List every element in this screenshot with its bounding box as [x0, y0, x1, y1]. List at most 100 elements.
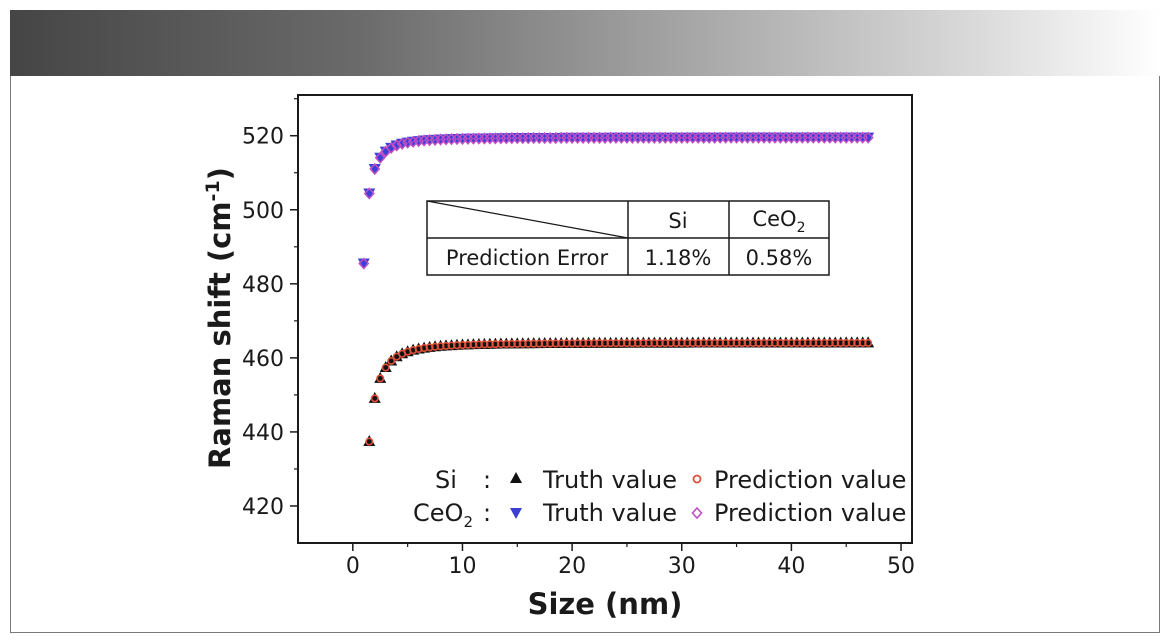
si-prediction-point	[447, 341, 456, 350]
si-prediction-point	[677, 339, 686, 348]
si-prediction-point	[617, 339, 626, 348]
si-prediction-point	[376, 374, 385, 383]
si-prediction-point	[694, 339, 703, 348]
si-prediction-point	[431, 342, 440, 351]
y-tick-label: 420	[242, 495, 284, 520]
x-axis-title: Size (nm)	[528, 587, 683, 621]
table-row-label: Prediction Error	[446, 246, 609, 270]
si-prediction-point	[655, 339, 664, 348]
legend-si-pred-label: Prediction value	[714, 466, 906, 494]
ceo2-prediction-point	[407, 135, 419, 148]
si-prediction-point	[710, 339, 719, 348]
table-ceo2-error: 0.58%	[746, 246, 813, 270]
si-prediction-point	[787, 338, 796, 347]
si-prediction-point	[847, 338, 856, 347]
si-prediction-point	[650, 339, 659, 348]
si-prediction-point	[842, 338, 851, 347]
si-prediction-point	[540, 339, 549, 348]
si-prediction-point	[633, 339, 642, 348]
si-prediction-point	[803, 338, 812, 347]
x-tick-label: 50	[887, 554, 915, 579]
si-prediction-point	[721, 339, 730, 348]
x-tick-label: 40	[777, 554, 805, 579]
si-prediction-point	[387, 356, 396, 365]
data-points	[357, 131, 875, 447]
si-prediction-point	[491, 340, 500, 349]
si-prediction-point	[606, 339, 615, 348]
ceo2-prediction-point	[402, 136, 414, 149]
si-prediction-point	[463, 340, 472, 349]
legend-ceo2-truth-marker	[510, 508, 522, 519]
legend-si-colon: :	[483, 466, 491, 494]
si-prediction-point	[557, 339, 566, 348]
si-prediction-point	[770, 338, 779, 347]
si-prediction-point	[743, 338, 752, 347]
si-prediction-point	[809, 338, 818, 347]
si-prediction-point	[568, 339, 577, 348]
plot-frame	[297, 94, 913, 544]
si-prediction-point	[535, 339, 544, 348]
y-tick-label: 520	[242, 125, 284, 150]
svg-text:Raman shift (cm-1): Raman shift (cm-1)	[202, 167, 237, 469]
si-prediction-point	[573, 339, 582, 348]
si-prediction-point	[502, 339, 511, 348]
si-prediction-point	[442, 341, 451, 350]
y-tick-label: 480	[242, 273, 284, 298]
si-prediction-point	[699, 339, 708, 348]
x-tick-label: 10	[448, 554, 476, 579]
si-prediction-point	[436, 342, 445, 351]
si-prediction-point	[458, 341, 467, 350]
si-prediction-point	[425, 343, 434, 352]
ceo2-prediction-point	[358, 257, 370, 270]
si-prediction-point	[485, 340, 494, 349]
si-prediction-point	[480, 340, 489, 349]
header-banner	[10, 10, 1160, 76]
si-prediction-point	[814, 338, 823, 347]
y-axis-title-main: Raman shift (cm	[203, 201, 237, 469]
y-tick-label: 440	[242, 421, 284, 446]
si-prediction-point	[820, 338, 829, 347]
table-header-ceo2-sub: 2	[797, 220, 806, 236]
si-prediction-point	[579, 339, 588, 348]
ceo2-prediction-point	[374, 151, 386, 164]
si-prediction-point	[524, 339, 533, 348]
y-tick-label: 460	[242, 347, 284, 372]
x-tick-label: 0	[346, 554, 360, 579]
x-tick-label: 30	[668, 554, 696, 579]
legend-ceo2-colon: :	[483, 499, 491, 527]
ceo2-prediction-point	[363, 187, 375, 200]
legend-ceo2-label: CeO	[413, 499, 463, 527]
si-prediction-point	[469, 340, 478, 349]
legend-si-truth-label: Truth value	[542, 466, 677, 494]
si-prediction-point	[474, 340, 483, 349]
si-prediction-point	[825, 338, 834, 347]
si-prediction-point	[765, 338, 774, 347]
table-si-error: 1.18%	[645, 246, 712, 270]
table-header-ceo2: CeO	[752, 207, 796, 231]
si-prediction-point	[507, 339, 516, 348]
si-prediction-point	[365, 437, 374, 446]
si-prediction-point	[836, 338, 845, 347]
legend-ceo2-sub: 2	[463, 513, 473, 531]
legend-si-pred-marker	[692, 474, 702, 484]
legend-si-truth-marker	[510, 472, 522, 483]
legend: Si : Truth value Prediction value CeO2 :…	[413, 466, 906, 531]
si-prediction-point	[754, 338, 763, 347]
ceo2-prediction-point	[391, 139, 403, 152]
svg-text:CeO2: CeO2	[413, 499, 473, 531]
si-prediction-point	[622, 339, 631, 348]
si-prediction-point	[672, 339, 681, 348]
si-prediction-point	[611, 339, 620, 348]
ceo2-prediction-point	[396, 137, 408, 150]
si-prediction-point	[853, 338, 862, 347]
si-prediction-point	[738, 339, 747, 348]
si-prediction-point	[666, 339, 675, 348]
si-prediction-point	[513, 339, 522, 348]
si-prediction-point	[831, 338, 840, 347]
prediction-error-table: Si CeO2 Prediction Error 1.18% 0.58%	[426, 200, 830, 276]
si-prediction-point	[628, 339, 637, 348]
si-prediction-point	[792, 338, 801, 347]
table-header-si: Si	[668, 209, 687, 233]
legend-si-label: Si	[435, 466, 457, 494]
